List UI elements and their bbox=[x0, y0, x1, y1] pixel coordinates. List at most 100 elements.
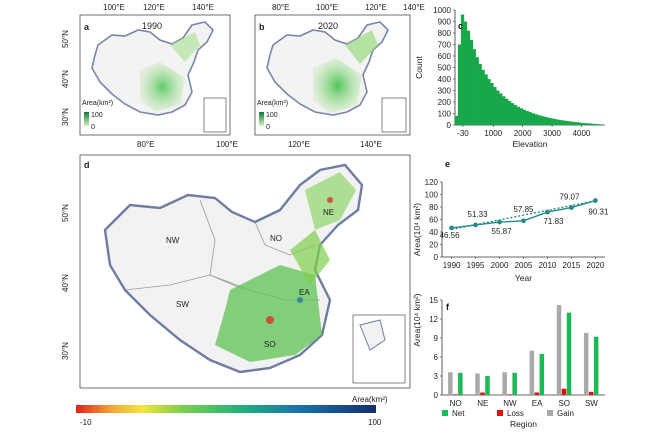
x-axis-label: Year bbox=[515, 273, 532, 283]
histogram-bar bbox=[481, 69, 485, 125]
region-label-no: NO bbox=[270, 234, 282, 243]
map-b-legend-title: Area(km²) bbox=[257, 100, 289, 107]
map-a-legend-bar bbox=[84, 112, 89, 126]
map-b bbox=[254, 14, 411, 136]
panel-letter-b: b bbox=[259, 22, 265, 32]
bar-gain bbox=[556, 305, 562, 395]
bar-loss bbox=[453, 394, 458, 395]
bar-net bbox=[566, 312, 572, 395]
histogram-bar bbox=[540, 115, 544, 125]
map-d-loss-spot bbox=[266, 316, 274, 324]
y-tick-label: 6 bbox=[434, 353, 439, 362]
histogram-bar bbox=[507, 101, 512, 125]
panel-letter-f: f bbox=[446, 302, 450, 312]
data-label: 71.83 bbox=[543, 217, 564, 226]
data-point bbox=[569, 205, 574, 210]
x-axis-label: Region bbox=[510, 419, 537, 429]
y-tick-label: 700 bbox=[438, 41, 452, 50]
map-d bbox=[79, 154, 411, 389]
lat-tick: 50°N bbox=[61, 204, 70, 222]
histogram-bar bbox=[552, 118, 556, 125]
y-tick-label: 12 bbox=[429, 315, 438, 324]
y-tick-label: 3 bbox=[434, 372, 439, 381]
histogram-bar bbox=[469, 39, 474, 125]
bar-net bbox=[539, 353, 545, 395]
x-tick-label: NE bbox=[477, 399, 488, 408]
legend-label: Net bbox=[452, 409, 465, 418]
bar-loss bbox=[561, 388, 567, 395]
histogram-bar bbox=[478, 64, 482, 125]
histogram-bar bbox=[557, 119, 562, 125]
map-a-inset bbox=[203, 97, 227, 133]
histogram-bar bbox=[587, 123, 591, 125]
lat-tick: 40°N bbox=[61, 70, 70, 88]
legend-swatch bbox=[442, 410, 448, 416]
region-label-nw: NW bbox=[166, 236, 180, 245]
data-point bbox=[593, 198, 598, 203]
y-tick-label: 0 bbox=[434, 253, 439, 262]
x-tick-label: 3000 bbox=[543, 129, 561, 138]
x-axis-label: Elevation bbox=[513, 139, 548, 149]
histogram-bar bbox=[563, 120, 568, 125]
x-tick-label: NO bbox=[450, 399, 462, 408]
histogram-bar bbox=[581, 122, 585, 125]
map-b-legend-max: 100 bbox=[266, 112, 278, 119]
histogram-bar bbox=[531, 113, 535, 125]
panel-letter-c: c bbox=[458, 21, 463, 31]
x-tick-label: 2000 bbox=[514, 129, 532, 138]
map-a-vegetation bbox=[140, 62, 185, 112]
y-tick-label: 0 bbox=[447, 121, 452, 130]
histogram-bar bbox=[593, 123, 597, 125]
map-a-legend-max: 100 bbox=[91, 112, 103, 119]
histogram-bar bbox=[566, 121, 571, 125]
bar-gain bbox=[583, 332, 589, 395]
data-point bbox=[545, 209, 550, 215]
map-b-vegetation bbox=[313, 58, 362, 113]
histogram-bar bbox=[528, 112, 532, 125]
y-tick-label: 80 bbox=[429, 203, 438, 212]
map-d-gain-spot bbox=[297, 297, 303, 303]
x-tick-label: 1990 bbox=[443, 261, 461, 270]
bar-gain bbox=[529, 350, 535, 395]
histogram-bar bbox=[590, 123, 594, 125]
map-d-loss-spot bbox=[327, 197, 333, 203]
y-axis-label-f: Area(10⁴ km²) bbox=[412, 293, 422, 346]
histogram-bar bbox=[484, 74, 488, 125]
histogram-bar bbox=[549, 118, 553, 125]
map-a bbox=[79, 14, 231, 136]
histogram-bar bbox=[457, 44, 462, 125]
histogram-bar bbox=[513, 105, 518, 125]
bar-net bbox=[458, 372, 463, 395]
panel-letter-d: d bbox=[84, 160, 90, 170]
map-d-inset-coast bbox=[359, 319, 386, 351]
data-label: 55.87 bbox=[492, 227, 513, 236]
map-b-vegetation-ne bbox=[345, 30, 378, 64]
y-tick-label: 100 bbox=[425, 191, 439, 200]
y-tick-label: 200 bbox=[438, 98, 452, 107]
map-a-legend-min: 0 bbox=[91, 124, 95, 131]
histogram-bar bbox=[572, 121, 576, 125]
data-point bbox=[449, 225, 454, 231]
bar-gain bbox=[448, 372, 453, 395]
y-tick-label: 300 bbox=[438, 87, 452, 96]
colorbar-max: 100 bbox=[368, 418, 382, 427]
histogram-bar bbox=[537, 115, 541, 125]
bar-gain bbox=[475, 373, 480, 395]
histogram-bar bbox=[543, 116, 547, 125]
histogram-bar bbox=[496, 90, 500, 125]
lat-tick: 30°N bbox=[61, 108, 70, 126]
data-point bbox=[473, 222, 478, 228]
histogram-bar bbox=[596, 124, 600, 125]
x-tick-label: 1000 bbox=[484, 129, 502, 138]
lat-tick: 50°N bbox=[61, 30, 70, 48]
y-axis-label: Count bbox=[414, 56, 424, 79]
histogram-bar bbox=[516, 106, 521, 125]
colorbar bbox=[76, 405, 376, 413]
data-label: 46.56 bbox=[440, 231, 461, 240]
map-a-vegetation-ne bbox=[170, 32, 200, 62]
x-tick-label: EA bbox=[532, 399, 543, 408]
y-axis-label: Area(10⁴ km²) bbox=[412, 203, 422, 256]
lon-tick: 140°E bbox=[360, 140, 382, 149]
x-tick-label: 4000 bbox=[573, 129, 591, 138]
